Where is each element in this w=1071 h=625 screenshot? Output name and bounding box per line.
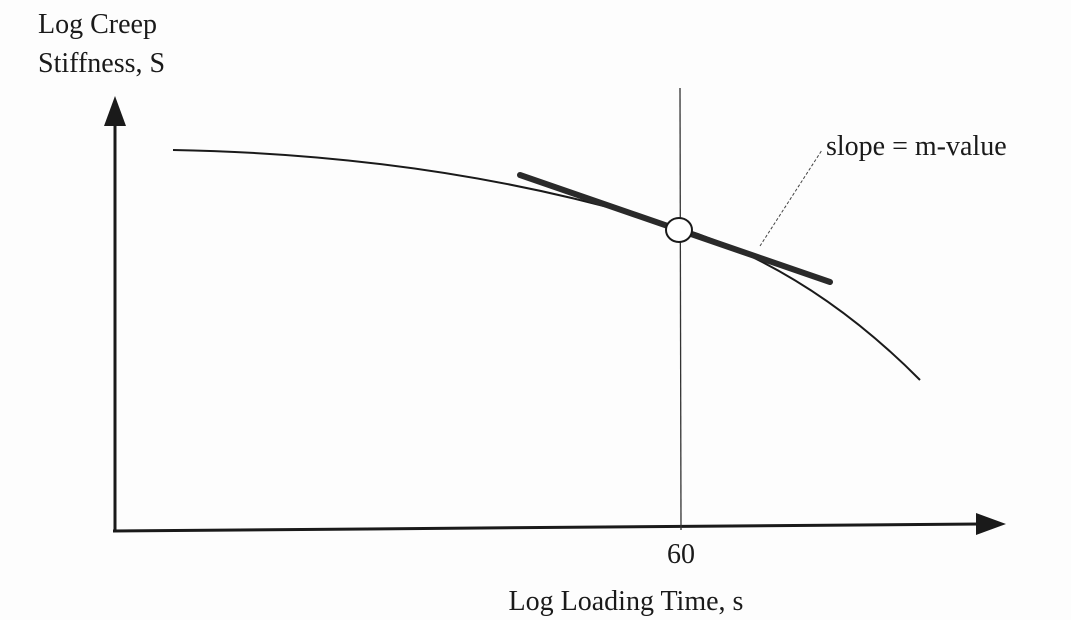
x-axis-arrow bbox=[976, 513, 1006, 535]
y-axis-label-line: Log Creep bbox=[38, 9, 157, 40]
annotation: slope = m-value bbox=[826, 131, 1007, 162]
x-marker-label: 60 bbox=[667, 539, 695, 570]
y-axis-arrow bbox=[104, 96, 126, 126]
marker-line bbox=[679, 87, 682, 531]
annotation-leader bbox=[759, 149, 823, 247]
x-axis-label: Log Loading Time, s bbox=[509, 586, 744, 617]
y-axis-label-line: Stiffness, S bbox=[38, 48, 165, 79]
tangent-point bbox=[665, 217, 693, 243]
x-axis bbox=[112, 522, 981, 533]
